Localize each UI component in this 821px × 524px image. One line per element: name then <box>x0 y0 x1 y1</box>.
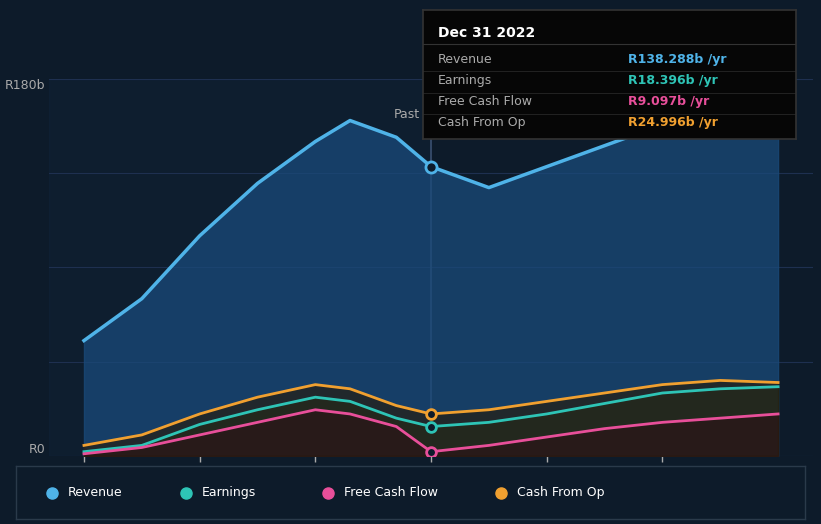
Text: R18.396b /yr: R18.396b /yr <box>628 74 718 87</box>
Text: Dec 31 2022: Dec 31 2022 <box>438 26 535 40</box>
Text: R0: R0 <box>29 443 45 456</box>
Text: Past: Past <box>393 108 420 121</box>
Text: Earnings: Earnings <box>202 486 256 499</box>
Text: Cash From Op: Cash From Op <box>517 486 604 499</box>
Text: Free Cash Flow: Free Cash Flow <box>343 486 438 499</box>
Text: R9.097b /yr: R9.097b /yr <box>628 95 709 108</box>
Text: Revenue: Revenue <box>67 486 122 499</box>
Text: R180b: R180b <box>5 79 45 92</box>
Text: Earnings: Earnings <box>438 74 492 87</box>
Bar <box>49 79 431 456</box>
Text: R138.288b /yr: R138.288b /yr <box>628 53 727 66</box>
Text: Cash From Op: Cash From Op <box>438 116 525 129</box>
Text: R24.996b /yr: R24.996b /yr <box>628 116 718 129</box>
Text: Free Cash Flow: Free Cash Flow <box>438 95 532 108</box>
Text: Revenue: Revenue <box>438 53 493 66</box>
Text: Analysts Forecasts: Analysts Forecasts <box>443 108 559 121</box>
